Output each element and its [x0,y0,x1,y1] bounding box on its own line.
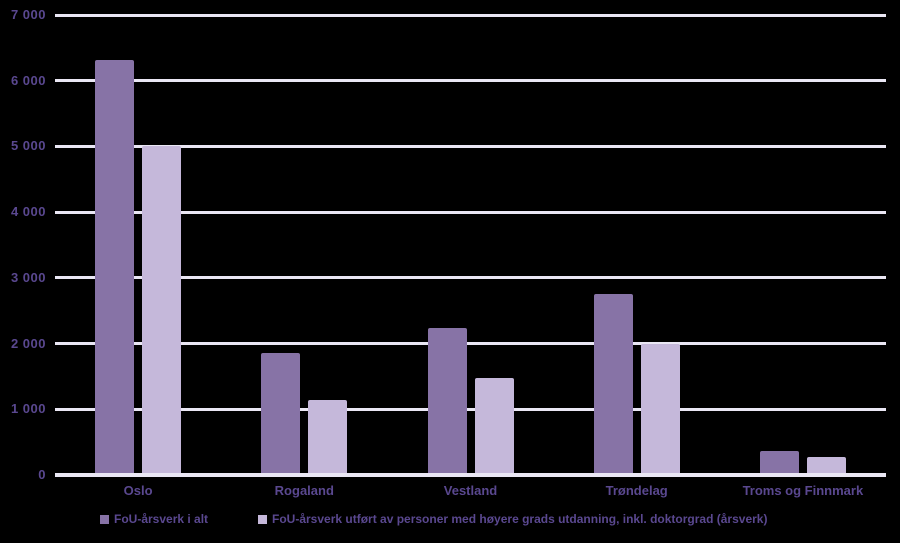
bar-series-2-tr-ndelag [640,344,680,475]
gridline [55,407,886,411]
gridline [55,210,886,214]
y-axis-tick-label: 2 000 [10,335,46,351]
bar-series-2-vestland [474,377,514,475]
gridline [55,13,886,17]
x-axis-label: Trøndelag [605,483,668,498]
y-axis-tick-label: 6 000 [10,72,46,88]
gridline [55,276,886,280]
legend-item: FoU-årsverk utført av personer med høyer… [258,509,767,529]
bar-series-1-vestland [427,327,467,475]
y-axis-tick-label: 7 000 [10,7,46,22]
y-axis-tick-label: 0 [38,467,46,482]
y-axis-tick-label: 1 000 [10,401,46,417]
legend-label: FoU-årsverk i alt [114,512,209,526]
legend-swatch-icon [100,514,109,524]
x-axis-label: Oslo [123,483,153,498]
bar-series-1-tr-ndelag [593,293,633,475]
x-axis-label: Troms og Finnmark [742,483,864,498]
x-axis-label: Vestland [443,483,498,498]
bar-series-1-oslo [95,60,135,475]
x-axis-label: Rogaland [274,483,334,498]
bar-series-2-rogaland [308,400,348,475]
legend: FoU-årsverk i alt FoU-årsverk utført av p… [0,509,900,531]
y-axis-tick-label: 3 000 [10,269,46,285]
bar-series-1-troms-og-finnmark [759,451,799,475]
gridline [55,342,886,346]
legend-swatch-icon [258,514,267,524]
bar-series-2-oslo [142,146,182,475]
legend-item: FoU-årsverk i alt [100,509,208,529]
y-axis-tick-label: 4 000 [10,204,46,220]
gridline [55,79,886,83]
y-axis-tick-label: 5 000 [10,138,46,154]
x-axis-line [55,473,886,477]
gridline [55,144,886,148]
bar-series-2-troms-og-finnmark [806,457,846,475]
bar-series-1-rogaland [261,352,301,475]
legend-label: FoU-årsverk utført av personer med høyer… [272,512,768,526]
